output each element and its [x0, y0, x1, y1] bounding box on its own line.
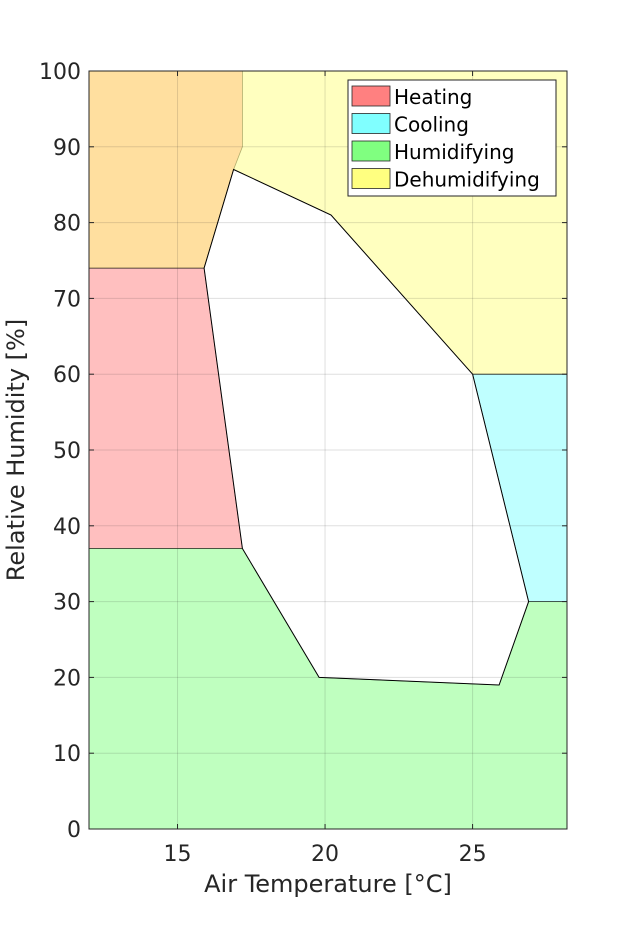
legend-swatch-heating	[351, 85, 391, 107]
y-tick-label: 30	[53, 591, 81, 616]
comfort-zone	[203, 168, 530, 686]
y-tick-label: 0	[67, 818, 81, 843]
x-tick-label: 25	[459, 842, 487, 867]
legend-label-cooling: Cooling	[394, 113, 469, 137]
legend-swatch-humidifying	[351, 140, 391, 162]
legend: Heating Cooling Humidifying Dehumidifying	[347, 79, 557, 197]
y-tick-label: 80	[53, 212, 81, 237]
y-tick-label: 50	[53, 439, 81, 464]
x-axis-label: Air Temperature [°C]	[204, 870, 452, 898]
legend-label-dehumidifying: Dehumidifying	[394, 168, 540, 192]
x-tick-label: 15	[164, 842, 192, 867]
x-tick-label: 20	[311, 842, 339, 867]
legend-label-heating: Heating	[394, 85, 472, 109]
y-tick-label: 40	[53, 515, 81, 540]
y-tick-label: 70	[53, 287, 81, 312]
y-tick-label: 20	[53, 666, 81, 691]
y-axis-label: Relative Humidity [%]	[2, 319, 30, 581]
legend-swatch-cooling	[351, 113, 391, 134]
y-tick-label: 100	[39, 60, 81, 85]
y-tick-label: 60	[53, 363, 81, 388]
legend-swatch-dehumidifying	[351, 168, 391, 189]
y-tick-label: 10	[53, 742, 81, 767]
y-tick-label: 90	[53, 136, 81, 161]
legend-label-humidifying: Humidifying	[394, 140, 514, 164]
